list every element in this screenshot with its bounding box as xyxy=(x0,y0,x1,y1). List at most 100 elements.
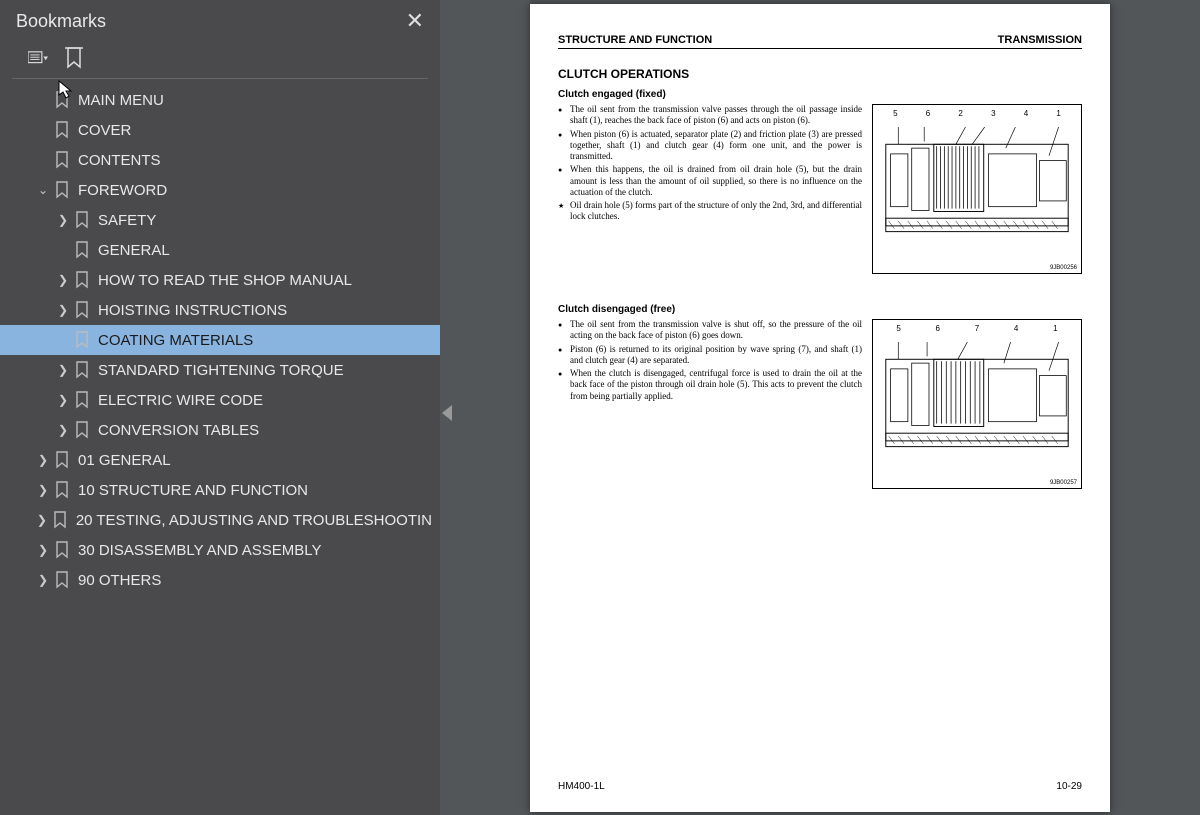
callout-number: 6 xyxy=(936,324,940,333)
bullet-item: When piston (6) is actuated, separator p… xyxy=(558,129,862,163)
callout-number: 4 xyxy=(1014,324,1018,333)
bookmark-item[interactable]: ❯ 90 OTHERS xyxy=(0,565,440,595)
chevron-icon[interactable] xyxy=(36,93,50,107)
bookmark-item[interactable]: ❯ 10 STRUCTURE AND FUNCTION xyxy=(0,475,440,505)
bookmark-label: 20 TESTING, ADJUSTING AND TROUBLESHOOTIN xyxy=(76,512,432,529)
bookmark-icon xyxy=(54,451,70,469)
callout-number: 1 xyxy=(1053,324,1057,333)
diagram-2-svg xyxy=(881,342,1073,467)
bookmark-icon xyxy=(54,181,70,199)
bookmark-label: 30 DISASSEMBLY AND ASSEMBLY xyxy=(78,542,321,559)
diagram-1: 562341 xyxy=(872,104,1082,274)
callout-number: 7 xyxy=(975,324,979,333)
diagram-2-tag: 9JB00257 xyxy=(1050,480,1077,486)
bookmark-item[interactable]: CONTENTS xyxy=(0,145,440,175)
callout-number: 2 xyxy=(958,109,962,118)
bullet-item: The oil sent from the transmission valve… xyxy=(558,319,862,342)
bookmark-label: COATING MATERIALS xyxy=(98,332,253,349)
bookmark-icon xyxy=(74,331,90,349)
content-row-2: The oil sent from the transmission valve… xyxy=(558,319,1082,489)
bookmark-item[interactable]: ❯ 01 GENERAL xyxy=(0,445,440,475)
bookmark-icon xyxy=(74,301,90,319)
collapse-handle-icon[interactable] xyxy=(442,405,452,421)
diagram-column-2: 5 6 7 4 1 xyxy=(872,319,1082,489)
bullet-item: When the clutch is disengaged, centrifug… xyxy=(558,368,862,402)
bookmark-item[interactable]: ❯ CONVERSION TABLES xyxy=(0,415,440,445)
diagram-column-1: 562341 xyxy=(872,104,1082,274)
sidebar-title: Bookmarks xyxy=(16,11,106,32)
bookmark-icon xyxy=(54,541,70,559)
bullet-item: When this happens, the oil is drained fr… xyxy=(558,164,862,198)
bullet-item: Oil drain hole (5) forms part of the str… xyxy=(558,200,862,223)
bookmark-icon xyxy=(74,421,90,439)
chevron-icon[interactable]: ❯ xyxy=(36,573,50,587)
header-left: STRUCTURE AND FUNCTION xyxy=(558,34,712,46)
pdf-page: STRUCTURE AND FUNCTION TRANSMISSION CLUT… xyxy=(530,4,1110,812)
bookmark-icon xyxy=(74,391,90,409)
callout-number: 3 xyxy=(991,109,995,118)
close-icon[interactable]: ✕ xyxy=(406,8,424,34)
bookmark-item[interactable]: COATING MATERIALS xyxy=(0,325,440,355)
bookmarks-sidebar: Bookmarks ✕ MAIN MENU COVER CONTENTS ⌄ FOR… xyxy=(0,0,440,815)
diagram-1-tag: 9JB00256 xyxy=(1050,265,1077,271)
bookmark-icon xyxy=(74,211,90,229)
bullet-item: Piston (6) is returned to its original p… xyxy=(558,344,862,367)
bookmark-item[interactable]: GENERAL xyxy=(0,235,440,265)
bookmark-item[interactable]: COVER xyxy=(0,115,440,145)
bookmark-label: CONVERSION TABLES xyxy=(98,422,259,439)
diagram-2-callouts: 5 6 7 4 1 xyxy=(873,324,1081,333)
subheading-1: Clutch engaged (fixed) xyxy=(558,89,1082,100)
bookmark-item[interactable]: MAIN MENU xyxy=(0,85,440,115)
footer-right: 10-29 xyxy=(1056,781,1082,792)
bookmark-icon xyxy=(54,481,70,499)
bookmark-label: 10 STRUCTURE AND FUNCTION xyxy=(78,482,308,499)
bookmark-label: HOW TO READ THE SHOP MANUAL xyxy=(98,272,352,289)
bookmark-icon xyxy=(74,361,90,379)
sidebar-toolbar xyxy=(12,42,428,79)
chevron-icon[interactable]: ❯ xyxy=(56,273,70,287)
callout-number: 4 xyxy=(1024,109,1028,118)
chevron-icon[interactable]: ❯ xyxy=(36,453,50,467)
pdf-viewer: STRUCTURE AND FUNCTION TRANSMISSION CLUT… xyxy=(440,0,1200,815)
chevron-icon[interactable]: ❯ xyxy=(56,213,70,227)
options-icon[interactable] xyxy=(28,48,48,68)
bookmark-icon xyxy=(54,571,70,589)
bookmark-label: 01 GENERAL xyxy=(78,452,171,469)
footer-left: HM400-1L xyxy=(558,781,605,792)
chevron-icon[interactable]: ❯ xyxy=(36,543,50,557)
bookmark-label: 90 OTHERS xyxy=(78,572,161,589)
bookmark-item[interactable]: ❯ 20 TESTING, ADJUSTING AND TROUBLESHOOTI… xyxy=(0,505,440,535)
chevron-icon[interactable]: ❯ xyxy=(36,483,50,497)
chevron-icon[interactable]: ❯ xyxy=(56,303,70,317)
section-title: CLUTCH OPERATIONS xyxy=(558,67,1082,81)
chevron-icon[interactable] xyxy=(36,123,50,137)
bookmark-item[interactable]: ❯ 30 DISASSEMBLY AND ASSEMBLY xyxy=(0,535,440,565)
bookmark-label: FOREWORD xyxy=(78,182,167,199)
chevron-icon[interactable] xyxy=(56,333,70,347)
chevron-icon[interactable]: ⌄ xyxy=(36,183,50,197)
chevron-icon[interactable]: ❯ xyxy=(36,513,48,527)
bookmark-label: HOISTING INSTRUCTIONS xyxy=(98,302,287,319)
bookmark-icon xyxy=(54,151,70,169)
bookmark-icon xyxy=(74,241,90,259)
chevron-icon[interactable]: ❯ xyxy=(56,393,70,407)
bookmark-label: CONTENTS xyxy=(78,152,161,169)
diagram-1-svg xyxy=(881,127,1073,252)
bookmark-item[interactable]: ❯ STANDARD TIGHTENING TORQUE xyxy=(0,355,440,385)
bookmark-item[interactable]: ❯ HOW TO READ THE SHOP MANUAL xyxy=(0,265,440,295)
bookmark-icon xyxy=(54,91,70,109)
ribbon-icon[interactable] xyxy=(64,48,84,68)
callout-number: 6 xyxy=(926,109,930,118)
callout-number: 5 xyxy=(896,324,900,333)
bookmark-label: ELECTRIC WIRE CODE xyxy=(98,392,263,409)
bookmark-item[interactable]: ❯SAFETY xyxy=(0,205,440,235)
chevron-icon[interactable] xyxy=(36,153,50,167)
text-column-1: The oil sent from the transmission valve… xyxy=(558,104,862,274)
chevron-icon[interactable] xyxy=(56,243,70,257)
bookmark-item[interactable]: ❯ HOISTING INSTRUCTIONS xyxy=(0,295,440,325)
chevron-icon[interactable]: ❯ xyxy=(56,423,70,437)
chevron-icon[interactable]: ❯ xyxy=(56,363,70,377)
bookmark-item[interactable]: ⌄ FOREWORD xyxy=(0,175,440,205)
bookmark-label: STANDARD TIGHTENING TORQUE xyxy=(98,362,344,379)
bookmark-item[interactable]: ❯ ELECTRIC WIRE CODE xyxy=(0,385,440,415)
